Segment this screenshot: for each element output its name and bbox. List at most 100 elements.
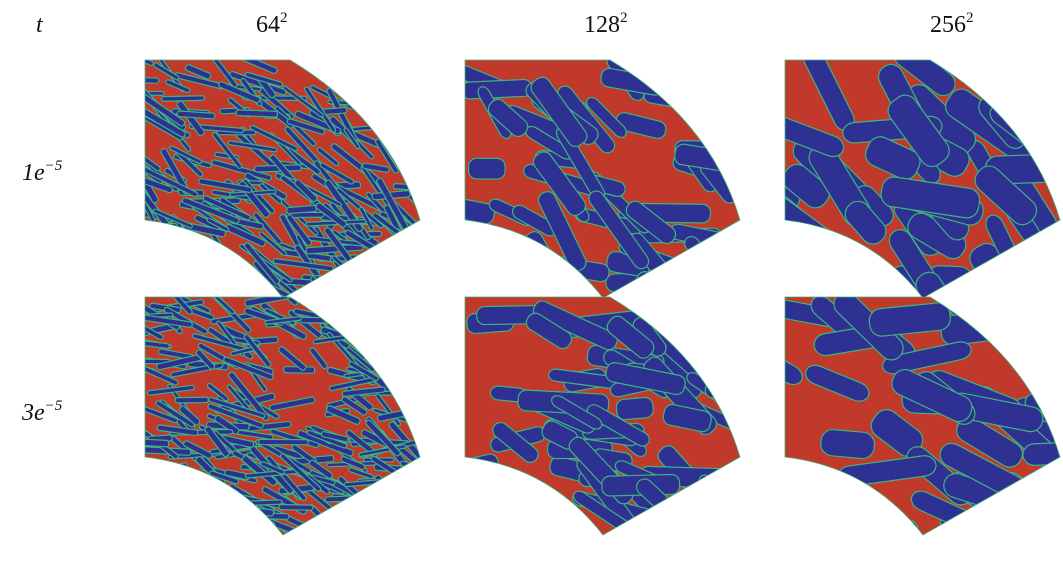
phase-blue: [787, 522, 890, 558]
column-base: 128: [584, 12, 620, 38]
phase-blue: [165, 538, 209, 544]
phase-blue: [325, 496, 357, 502]
phase-blue: [142, 239, 192, 261]
phase-blue: [184, 485, 214, 496]
phase-blue: [699, 77, 738, 101]
phase-blue: [689, 493, 751, 524]
phase-blue: [658, 59, 705, 75]
phase-blue: [996, 267, 1058, 338]
phase-blue: [364, 62, 408, 87]
phase-blue: [336, 277, 371, 283]
phase-blue: [390, 347, 449, 356]
column-exp: 2: [620, 10, 628, 26]
row-base: 1e: [22, 160, 45, 186]
phase-blue: [1025, 277, 1063, 335]
phase-blue: [364, 524, 416, 534]
phase-blue: [382, 112, 415, 144]
phase-blue: [616, 397, 654, 420]
phase-blue: [394, 283, 443, 322]
phase-blue: [376, 258, 423, 271]
phase-blue: [355, 537, 395, 549]
time-header: t: [36, 12, 44, 38]
phase-blue: [365, 68, 393, 109]
phase-blue: [387, 526, 435, 543]
phase-blue: [197, 491, 230, 499]
phase-blue: [403, 220, 446, 265]
column-base: 256: [930, 12, 966, 38]
phase-blue: [383, 238, 428, 246]
phase-blue: [1022, 442, 1063, 466]
phase-blue: [617, 524, 672, 544]
phase-blue: [310, 286, 370, 294]
phase-blue: [862, 507, 910, 555]
phase-blue: [768, 470, 826, 496]
figure: t 642 1282 2562 1e−5 3e−5: [0, 0, 1063, 578]
phase-blue: [687, 248, 730, 305]
phase-blue: [334, 286, 377, 317]
phase-blue: [342, 74, 382, 90]
phase-blue: [125, 283, 158, 297]
phase-blue: [386, 285, 440, 317]
phase-blue: [142, 475, 197, 506]
phase-blue: [406, 312, 447, 327]
phase-blue: [384, 297, 419, 318]
phase-blue: [390, 99, 431, 144]
simulation-panel: [437, 269, 798, 565]
phase-blue: [724, 296, 789, 322]
phase-blue: [404, 296, 428, 315]
phase-blue: [696, 238, 786, 265]
row-label: 1e−5: [22, 158, 63, 186]
phase-blue: [152, 499, 213, 519]
phase-blue: [820, 428, 876, 459]
phase-blue: [356, 264, 389, 269]
phase-blue: [1014, 292, 1063, 329]
pattern: [125, 43, 470, 340]
phase-blue: [411, 68, 439, 101]
phase-blue: [378, 514, 414, 560]
phase-blue: [378, 269, 413, 305]
phase-blue: [385, 78, 409, 95]
phase-blue: [259, 439, 309, 445]
phase-blue: [345, 282, 369, 309]
phase-blue: [1021, 487, 1063, 543]
phase-blue: [395, 472, 426, 491]
phase-blue: [339, 504, 378, 515]
phase-blue: [386, 309, 432, 330]
phase-blue: [700, 335, 750, 382]
phase-blue: [209, 508, 257, 523]
phase-blue: [326, 280, 359, 290]
phase-blue: [336, 288, 370, 333]
phase-blue: [302, 54, 356, 74]
phase-blue: [684, 103, 779, 134]
phase-blue: [135, 224, 177, 228]
phase-blue: [987, 272, 1063, 306]
phase-blue: [350, 296, 394, 311]
phase-blue: [381, 248, 420, 295]
phase-blue: [705, 382, 766, 399]
simulation-panel: [752, 267, 1063, 559]
phase-blue: [395, 533, 421, 550]
phase-blue: [294, 290, 320, 303]
phase-blue: [398, 329, 433, 363]
phase-blue: [400, 524, 457, 561]
phase-blue: [157, 261, 217, 271]
phase-blue: [361, 293, 402, 327]
phase-blue: [374, 255, 416, 272]
phase-blue: [708, 358, 798, 403]
phase-blue: [375, 333, 416, 366]
phase-blue: [337, 267, 379, 306]
phase-blue: [719, 132, 785, 152]
phase-blue: [134, 77, 159, 83]
phase-blue: [287, 205, 317, 213]
phase-blue: [379, 92, 403, 116]
phase-blue: [515, 512, 554, 532]
phase-blue: [414, 396, 448, 442]
phase-blue: [375, 352, 433, 362]
phase-blue: [1039, 244, 1063, 337]
phase-blue: [564, 529, 629, 562]
column-exp: 2: [280, 10, 288, 26]
column-label: 1282: [584, 10, 628, 38]
phase-blue: [147, 511, 197, 552]
phase-blue: [410, 172, 455, 189]
phase-blue: [365, 44, 396, 76]
